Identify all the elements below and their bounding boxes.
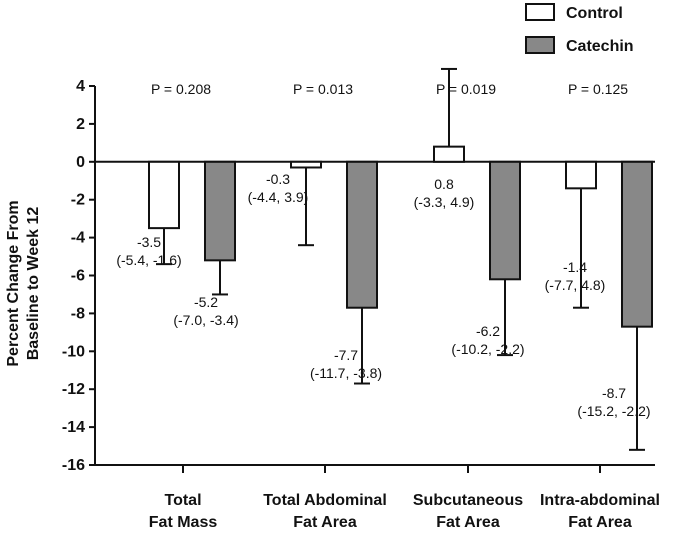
data-label-line: -5.2	[194, 294, 218, 310]
category-label-line: Fat Area	[568, 514, 632, 531]
category-label-line: Fat Area	[293, 514, 357, 531]
data-label: -7.7 (-11.7, -3.8)	[310, 347, 382, 381]
y-axis-label: Percent Change From Baseline to Week 12	[5, 200, 42, 366]
y-tick-label: -8	[71, 305, 85, 322]
data-label-line: -7.7	[334, 347, 358, 363]
category-label: Total Abdominal Fat Area	[263, 492, 387, 531]
data-label: -6.2 (-10.2, -2.2)	[451, 323, 524, 357]
control-bar	[565, 160, 597, 190]
catechin-bar	[621, 160, 653, 328]
y-tick-label: -14	[62, 419, 85, 436]
data-label: -5.2 (-7.0, -3.4)	[173, 294, 238, 328]
category-label-line: Intra-abdominal	[540, 492, 660, 509]
data-label-line: (-4.4, 3.9)	[248, 189, 309, 205]
category-label-line: Total	[164, 492, 201, 509]
data-label-line: -1.4	[563, 259, 587, 275]
data-label-line: (-7.0, -3.4)	[173, 312, 238, 328]
category-label: Total Fat Mass	[149, 492, 218, 531]
y-tick-label: -6	[71, 268, 85, 285]
data-label: -0.3 (-4.4, 3.9)	[248, 171, 309, 205]
control-bar	[290, 160, 322, 169]
p-value-label: P = 0.125	[568, 81, 628, 97]
data-label-line: (-5.4, -1.6)	[116, 252, 181, 268]
y-axis-label-line: Percent Change From	[5, 200, 22, 366]
data-label-line: -6.2	[476, 323, 500, 339]
p-value-label: P = 0.208	[151, 81, 211, 97]
p-value-label: P = 0.019	[436, 81, 496, 97]
catechin-bar	[204, 160, 236, 262]
y-tick-label: -4	[71, 230, 85, 247]
bars-layer	[148, 67, 653, 451]
category-label-line: Subcutaneous	[413, 492, 523, 509]
category-label-line: Total Abdominal	[263, 492, 387, 509]
legend-label-control: Control	[566, 5, 623, 22]
category-label-line: Fat Mass	[149, 514, 218, 531]
catechin-bar	[489, 160, 521, 281]
data-label-line: -0.3	[266, 171, 290, 187]
data-label: 0.8 (-3.3, 4.9)	[414, 176, 475, 210]
data-label-line: (-3.3, 4.9)	[414, 194, 475, 210]
legend: Control Catechin	[525, 3, 634, 55]
legend-swatch-catechin	[525, 36, 555, 54]
category-label: Subcutaneous Fat Area	[413, 492, 523, 531]
y-tick-label: -10	[62, 343, 85, 360]
legend-label-catechin: Catechin	[566, 38, 634, 55]
data-label-line: (-10.2, -2.2)	[451, 341, 524, 357]
data-label-line: (-11.7, -3.8)	[310, 365, 382, 381]
control-bar	[148, 160, 180, 230]
data-label: -3.5 (-5.4, -1.6)	[116, 234, 181, 268]
data-label-line: (-15.2, -2.2)	[577, 403, 650, 419]
y-tick-label: 2	[76, 116, 85, 133]
category-label: Intra-abdominal Fat Area	[540, 492, 660, 531]
axes-layer: 4 2 0 -2 -4 -6 -8 -10 -12 -14 -16 Percent Change Fr…	[5, 78, 655, 474]
data-label: -1.4 (-7.7, 4.8)	[545, 259, 606, 293]
data-label-line: -3.5	[137, 234, 161, 250]
catechin-bar	[346, 160, 378, 309]
y-tick-label: -2	[71, 192, 85, 209]
category-label-line: Fat Area	[436, 514, 500, 531]
data-label-line: -8.7	[602, 385, 626, 401]
data-label: -8.7 (-15.2, -2.2)	[577, 385, 650, 419]
y-axis-label-line: Baseline to Week 12	[25, 207, 42, 361]
y-tick-label: -12	[62, 381, 85, 398]
data-label-line: 0.8	[434, 176, 454, 192]
y-tick-label: -16	[62, 457, 85, 474]
p-value-label: P = 0.013	[293, 81, 353, 97]
legend-swatch-control	[525, 3, 555, 21]
data-label-line: (-7.7, 4.8)	[545, 277, 606, 293]
y-tick-label: 4	[76, 78, 85, 95]
control-bar	[433, 145, 465, 163]
y-tick-label: 0	[76, 154, 85, 171]
